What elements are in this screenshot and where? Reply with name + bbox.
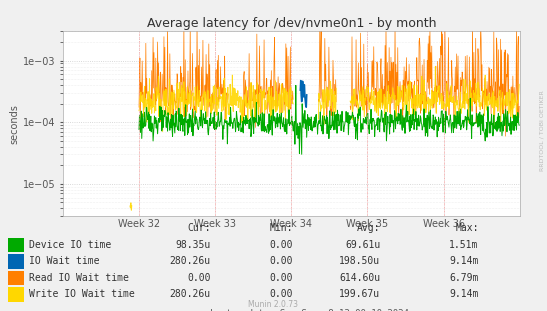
Text: 98.35u: 98.35u <box>176 240 211 250</box>
Text: 9.14m: 9.14m <box>449 290 479 299</box>
Text: 0.00: 0.00 <box>269 290 293 299</box>
Text: IO Wait time: IO Wait time <box>29 257 100 267</box>
Text: Avg:: Avg: <box>357 223 380 233</box>
Text: 280.26u: 280.26u <box>170 290 211 299</box>
Text: 280.26u: 280.26u <box>170 257 211 267</box>
Text: Read IO Wait time: Read IO Wait time <box>29 273 129 283</box>
Text: 9.14m: 9.14m <box>449 257 479 267</box>
Text: 69.61u: 69.61u <box>345 240 380 250</box>
Text: 0.00: 0.00 <box>269 240 293 250</box>
Text: Device IO time: Device IO time <box>29 240 111 250</box>
Text: 6.79m: 6.79m <box>449 273 479 283</box>
Y-axis label: seconds: seconds <box>10 104 20 144</box>
Text: 0.00: 0.00 <box>187 273 211 283</box>
Title: Average latency for /dev/nvme0n1 - by month: Average latency for /dev/nvme0n1 - by mo… <box>147 17 436 30</box>
Text: 614.60u: 614.60u <box>339 273 380 283</box>
FancyBboxPatch shape <box>8 287 24 302</box>
Text: RRDTOOL / TOBI OETIKER: RRDTOOL / TOBI OETIKER <box>539 90 544 171</box>
Text: Write IO Wait time: Write IO Wait time <box>29 290 135 299</box>
Text: 0.00: 0.00 <box>269 273 293 283</box>
FancyBboxPatch shape <box>8 238 24 252</box>
Text: Max:: Max: <box>455 223 479 233</box>
FancyBboxPatch shape <box>8 254 24 269</box>
FancyBboxPatch shape <box>8 271 24 285</box>
Text: Munin 2.0.73: Munin 2.0.73 <box>248 300 299 309</box>
Text: Cur:: Cur: <box>187 223 211 233</box>
Text: 1.51m: 1.51m <box>449 240 479 250</box>
Text: Last update: Sun Sep  8 13:00:10 2024: Last update: Sun Sep 8 13:00:10 2024 <box>210 309 409 311</box>
Text: 199.67u: 199.67u <box>339 290 380 299</box>
Text: Min:: Min: <box>269 223 293 233</box>
Text: 0.00: 0.00 <box>269 257 293 267</box>
Text: 198.50u: 198.50u <box>339 257 380 267</box>
